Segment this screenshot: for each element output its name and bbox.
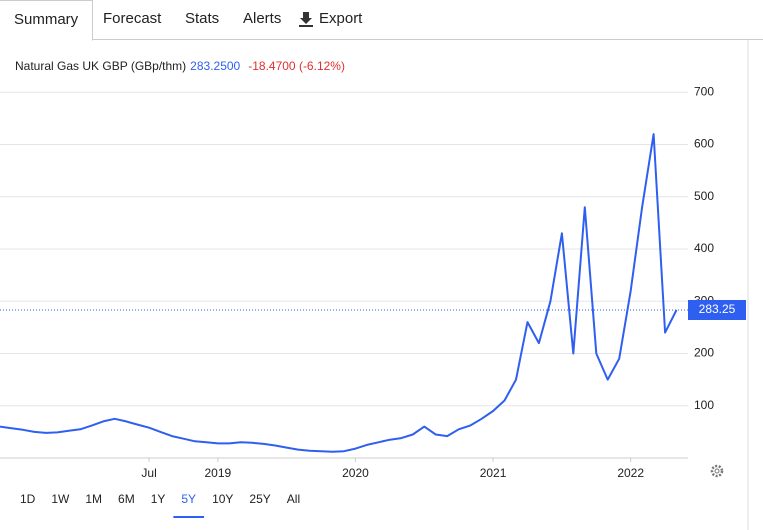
- range-button[interactable]: 1M: [85, 492, 102, 506]
- legend-change: -18.4700 (-6.12%): [248, 59, 345, 73]
- range-button[interactable]: 1D: [20, 492, 36, 506]
- tab[interactable]: Alerts: [243, 10, 282, 27]
- range-button[interactable]: 5Y: [181, 492, 196, 506]
- tab[interactable]: Summary: [0, 0, 94, 41]
- x-tick-label: 2022: [617, 466, 644, 480]
- settings-icon[interactable]: [710, 464, 724, 478]
- price-line: [0, 133, 678, 453]
- tab-bar: Summary Forecast Stats Alerts Export: [0, 0, 763, 41]
- last-price-box: [688, 300, 746, 321]
- y-tick-label: 100: [694, 398, 714, 412]
- tab[interactable]: Stats: [185, 10, 220, 27]
- range-button[interactable]: 1Y: [151, 492, 166, 506]
- last-price-label: 283.25: [699, 302, 736, 316]
- x-tick-label: Jul: [141, 466, 156, 480]
- tab[interactable]: Export: [319, 10, 363, 27]
- tab[interactable]: Forecast: [103, 10, 162, 27]
- legend-name: Natural Gas UK GBP (GBp/thm): [15, 59, 186, 73]
- range-button[interactable]: All: [287, 492, 300, 506]
- y-tick-label: 700: [694, 84, 714, 98]
- y-tick-label: 200: [694, 346, 714, 360]
- x-tick-label: 2021: [480, 466, 507, 480]
- y-tick-label: 500: [694, 189, 714, 203]
- y-tick-label: 600: [694, 137, 714, 151]
- range-selected: [173, 516, 205, 518]
- range-button[interactable]: 6M: [118, 492, 135, 506]
- x-tick-label: 2019: [205, 466, 232, 480]
- download-icon: [299, 12, 313, 27]
- legend-last: 283.2500: [190, 59, 240, 73]
- x-tick-label: 2020: [342, 466, 369, 480]
- chart: Natural Gas UK GBP (GBp/thm) 283.2500 -1…: [0, 40, 749, 530]
- range-button[interactable]: 25Y: [249, 492, 270, 506]
- range-button[interactable]: 10Y: [212, 492, 233, 506]
- range-button[interactable]: 1W: [51, 492, 70, 506]
- y-tick-label: 400: [694, 241, 714, 255]
